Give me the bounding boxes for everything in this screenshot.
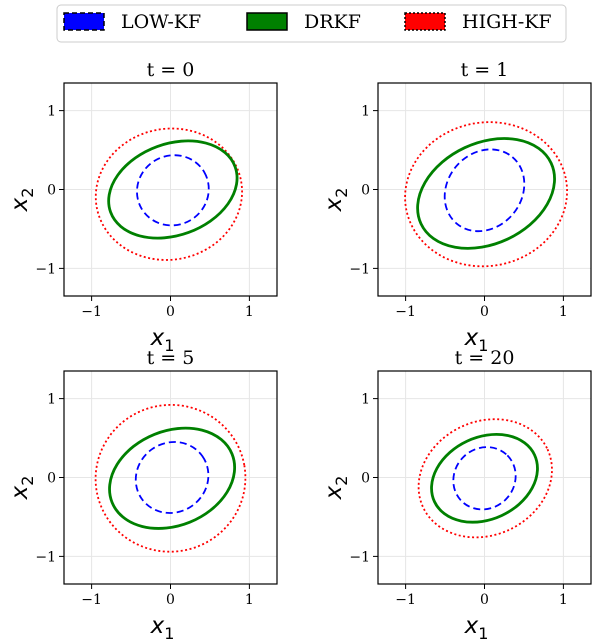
- ellipse-drkf: [108, 426, 237, 530]
- x-tick-label: 1: [559, 592, 568, 608]
- x-tick-label: 0: [480, 304, 489, 320]
- ellipse-group: [417, 418, 553, 539]
- x-tick-label: 1: [559, 304, 568, 320]
- x-tick-label: 0: [166, 304, 175, 320]
- y-tick-label: 0: [361, 183, 370, 199]
- subplot-1: −1 −1 0 0 1 1 t = 0 x1 x2: [7, 59, 278, 355]
- legend-label: HIGH-KF: [462, 11, 552, 33]
- y-tick-label: 0: [47, 183, 56, 199]
- x-axis-label: x1: [464, 613, 489, 641]
- subplot-title: t = 20: [455, 347, 515, 369]
- x-tick-label: −1: [81, 592, 102, 608]
- legend-swatch-low-kf: [63, 12, 105, 31]
- legend-entry-high-kf: HIGH-KF: [404, 11, 552, 33]
- x-axis-label: x1: [464, 325, 489, 355]
- subplot-2: −1 −1 0 0 1 1 t = 1 x1 x2: [321, 59, 592, 355]
- x-tick-label: −1: [81, 304, 102, 320]
- ellipse-high-kf: [404, 121, 568, 268]
- ellipse-high-kf: [94, 127, 243, 261]
- x-axis-label: x1: [150, 325, 175, 355]
- x-tick-label: 0: [166, 592, 175, 608]
- ellipse-high-kf: [417, 418, 553, 539]
- y-tick-label: 1: [361, 392, 370, 408]
- subplot-title: t = 0: [147, 59, 195, 81]
- subplot-4: −1 −1 0 0 1 1 t = 20 x1 x2: [321, 347, 592, 641]
- legend: LOW-KF DRKF HIGH-KF: [56, 4, 567, 43]
- x-axis-label: x1: [150, 613, 175, 641]
- y-tick-label: −1: [35, 549, 56, 565]
- y-tick-label: 0: [361, 471, 370, 487]
- ellipse-group: [94, 403, 247, 553]
- x-tick-label: 1: [245, 304, 254, 320]
- legend-entry-low-kf: LOW-KF: [63, 11, 201, 33]
- y-axis-label: x2: [7, 476, 37, 501]
- legend-label: LOW-KF: [121, 11, 201, 33]
- ellipse-drkf: [416, 137, 556, 250]
- ellipse-group: [404, 121, 568, 268]
- legend-label: DRKF: [304, 11, 361, 33]
- y-tick-label: −1: [349, 549, 370, 565]
- subplot-3: −1 −1 0 0 1 1 t = 5 x1 x2: [7, 347, 278, 641]
- legend-swatch-high-kf: [404, 12, 446, 31]
- x-tick-label: −1: [395, 304, 416, 320]
- x-tick-label: 0: [480, 592, 489, 608]
- y-axis-label: x2: [321, 188, 351, 213]
- x-tick-label: 1: [245, 592, 254, 608]
- y-tick-label: 1: [47, 104, 56, 120]
- ellipse-drkf: [107, 139, 239, 240]
- ellipse-low-kf: [134, 441, 210, 514]
- y-tick-label: 0: [47, 471, 56, 487]
- ellipse-drkf: [430, 432, 539, 524]
- legend-entry-drkf: DRKF: [246, 11, 361, 33]
- subplots: −1 −1 0 0 1 1 t = 0 x1 x2 −1 −1 0 0 1 1 t = 1 x1 x2 −1 −1 0 0…: [7, 59, 592, 641]
- y-axis-label: x2: [321, 476, 351, 501]
- ellipse-high-kf: [94, 403, 247, 553]
- y-tick-label: −1: [35, 261, 56, 277]
- legend-swatch-drkf: [246, 12, 288, 31]
- ellipse-low-kf: [452, 446, 517, 511]
- subplot-title: t = 1: [461, 59, 509, 81]
- y-tick-label: 1: [47, 392, 56, 408]
- ellipse-low-kf: [136, 154, 210, 227]
- x-tick-label: −1: [395, 592, 416, 608]
- subplot-title: t = 5: [147, 347, 195, 369]
- ellipse-group: [94, 127, 243, 261]
- y-tick-label: −1: [349, 261, 370, 277]
- y-axis-label: x2: [7, 188, 37, 213]
- y-tick-label: 1: [361, 104, 370, 120]
